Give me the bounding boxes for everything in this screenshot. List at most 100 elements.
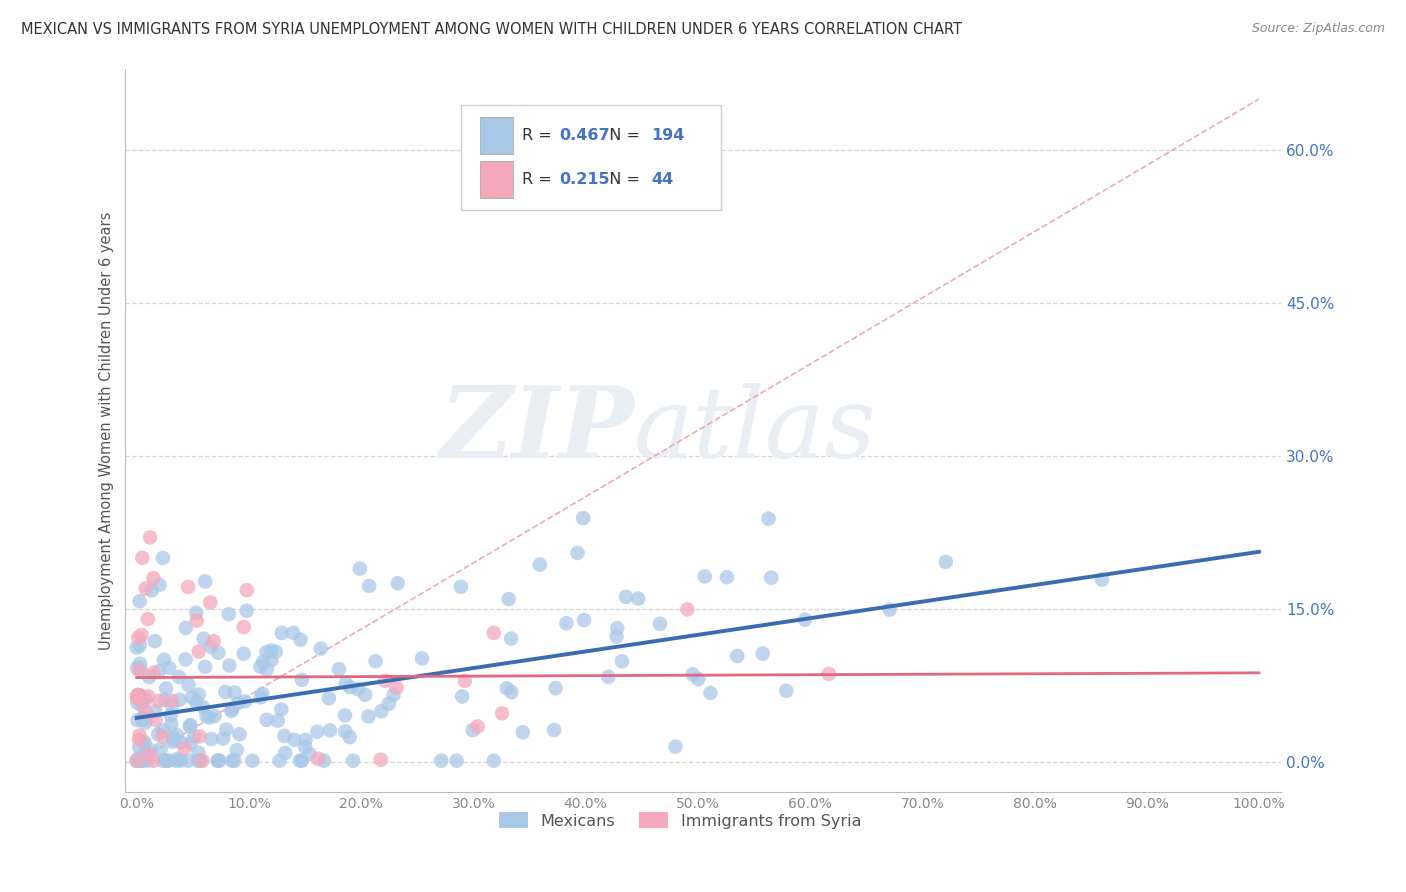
Point	[501, 632, 523, 646]
Point	[129, 661, 152, 675]
Point	[157, 754, 180, 768]
Point	[461, 723, 484, 737]
Point	[148, 694, 170, 708]
Point	[152, 754, 174, 768]
Text: MEXICAN VS IMMIGRANTS FROM SYRIA UNEMPLOYMENT AMONG WOMEN WITH CHILDREN UNDER 6 : MEXICAN VS IMMIGRANTS FROM SYRIA UNEMPLO…	[21, 22, 962, 37]
Point	[174, 621, 197, 635]
Point	[370, 753, 392, 767]
Point	[249, 690, 271, 705]
Point	[200, 640, 222, 654]
Point	[252, 655, 274, 669]
Point	[347, 682, 370, 697]
Point	[207, 646, 229, 660]
Point	[134, 748, 156, 763]
Point	[335, 724, 357, 739]
Point	[572, 613, 595, 627]
Point	[318, 691, 340, 706]
Point	[281, 625, 304, 640]
Text: N =: N =	[599, 172, 645, 187]
Point	[264, 645, 287, 659]
Point	[212, 731, 235, 746]
Point	[290, 632, 312, 647]
Point	[143, 705, 166, 719]
Point	[664, 739, 686, 754]
Point	[136, 748, 159, 763]
Point	[676, 602, 699, 616]
Point	[202, 709, 225, 723]
Point	[688, 672, 710, 686]
Point	[291, 673, 314, 687]
Legend: Mexicans, Immigrants from Syria: Mexicans, Immigrants from Syria	[494, 805, 868, 835]
Point	[572, 511, 595, 525]
Point	[335, 676, 357, 690]
FancyBboxPatch shape	[461, 104, 721, 210]
Point	[160, 717, 183, 731]
Point	[221, 702, 243, 716]
Point	[451, 690, 474, 704]
Point	[267, 714, 290, 728]
Point	[136, 754, 159, 768]
Point	[202, 634, 225, 648]
Point	[374, 673, 396, 688]
Point	[148, 727, 170, 741]
Point	[127, 751, 149, 765]
Point	[567, 546, 589, 560]
Point	[342, 754, 364, 768]
Point	[291, 754, 314, 768]
Point	[165, 754, 187, 768]
Point	[180, 690, 202, 705]
Point	[177, 580, 200, 594]
Point	[370, 704, 392, 718]
Point	[512, 725, 534, 739]
Point	[125, 691, 148, 706]
Point	[529, 558, 551, 572]
Point	[235, 604, 257, 618]
Point	[188, 730, 211, 744]
Point	[187, 754, 209, 768]
Point	[339, 730, 361, 744]
Point	[183, 729, 205, 743]
Point	[155, 754, 177, 768]
Text: atlas: atlas	[634, 383, 877, 478]
Point	[682, 667, 704, 681]
Point	[482, 754, 505, 768]
Point	[195, 709, 218, 723]
Point	[200, 595, 222, 609]
Point	[215, 723, 238, 737]
Point	[134, 735, 156, 749]
Point	[411, 651, 433, 665]
Point	[817, 667, 839, 681]
Point	[187, 644, 209, 658]
Point	[693, 569, 716, 583]
Point	[135, 712, 157, 726]
Point	[131, 754, 153, 768]
Point	[157, 661, 180, 675]
Point	[256, 662, 278, 676]
Point	[125, 640, 148, 655]
Point	[134, 715, 156, 730]
Point	[198, 710, 221, 724]
Point	[283, 732, 305, 747]
Point	[129, 657, 152, 671]
Point	[166, 752, 188, 766]
Point	[207, 754, 229, 768]
Point	[127, 696, 149, 710]
Point	[232, 647, 254, 661]
Point	[387, 576, 409, 591]
Point	[125, 754, 148, 768]
Point	[131, 754, 153, 768]
Text: 0.467: 0.467	[560, 128, 610, 144]
Point	[226, 743, 249, 757]
Point	[207, 754, 229, 768]
Point	[127, 631, 149, 645]
Point	[725, 648, 748, 663]
Point	[128, 732, 150, 747]
Point	[177, 754, 200, 768]
Point	[193, 632, 215, 646]
Point	[270, 626, 292, 640]
Text: R =: R =	[522, 172, 557, 187]
Point	[141, 583, 163, 598]
Point	[139, 531, 162, 545]
Point	[129, 688, 152, 702]
Bar	[481, 117, 513, 154]
